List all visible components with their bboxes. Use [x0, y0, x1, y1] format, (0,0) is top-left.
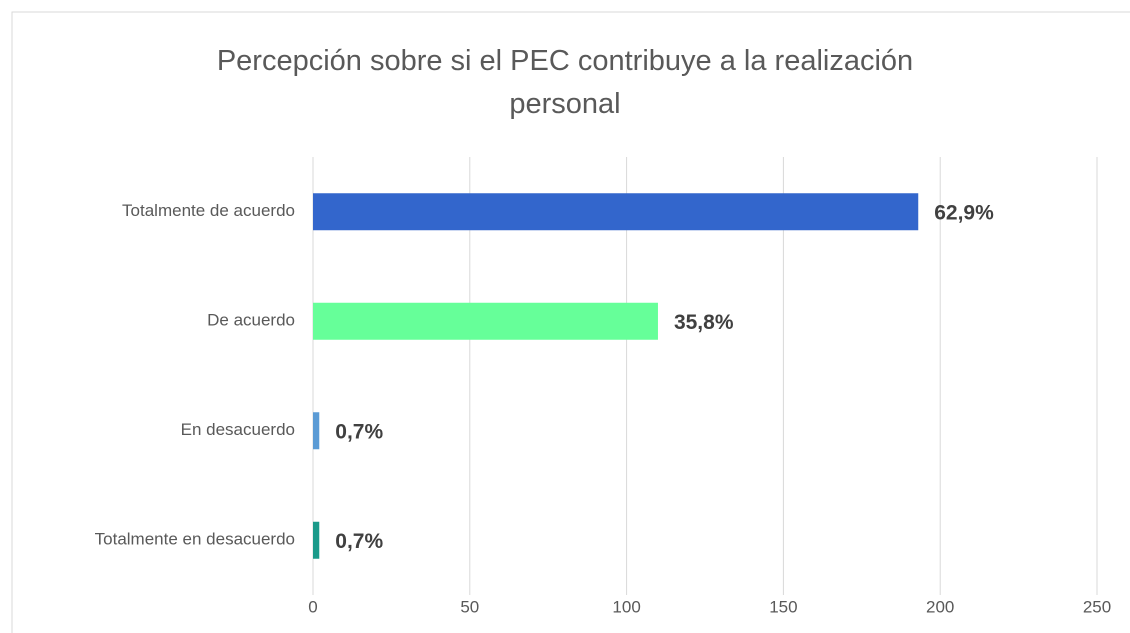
y-tick-label: En desacuerdo: [181, 420, 295, 439]
value-label: 62,9%: [934, 201, 994, 224]
y-tick-label: Totalmente en desacuerdo: [95, 530, 295, 549]
y-tick-label: De acuerdo: [207, 311, 295, 330]
y-tick-label: Totalmente de acuerdo: [122, 201, 295, 220]
chart-border: [11, 11, 1130, 633]
x-tick-label: 50: [460, 597, 479, 616]
value-label: 35,8%: [674, 311, 734, 334]
bar: [313, 302, 658, 340]
x-tick-label: 250: [1083, 597, 1111, 616]
x-tick-label: 200: [926, 597, 954, 616]
x-tick-label: 0: [308, 597, 317, 616]
x-tick-label: 100: [612, 597, 640, 616]
bar: [313, 193, 919, 231]
chart-title: Percepción sobre si el PEC contribuye a …: [216, 45, 914, 120]
value-label: 0,7%: [335, 420, 383, 443]
value-label: 0,7%: [335, 530, 383, 553]
bar: [313, 521, 320, 559]
x-tick-label: 150: [769, 597, 797, 616]
bar: [313, 412, 320, 450]
